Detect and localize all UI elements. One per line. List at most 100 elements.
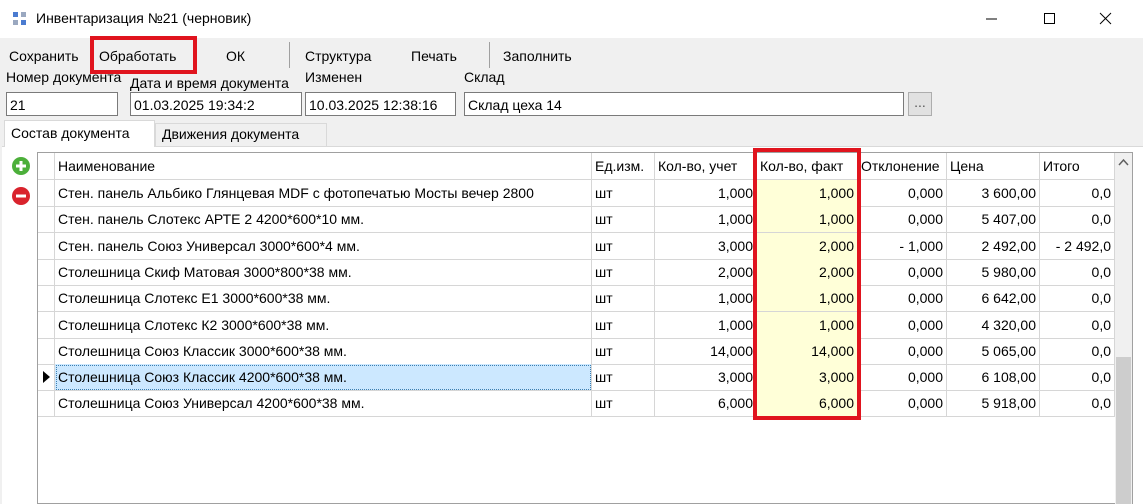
table-cell[interactable]: 1,000 bbox=[655, 206, 757, 234]
table-cell[interactable]: 2,000 bbox=[757, 258, 858, 286]
table-cell[interactable]: 5 407,00 bbox=[947, 206, 1040, 234]
table-cell[interactable]: 1,000 bbox=[757, 206, 858, 234]
text-input[interactable]: 21 bbox=[6, 92, 118, 116]
scrollbar[interactable] bbox=[1115, 153, 1132, 504]
row-header bbox=[38, 337, 55, 365]
table-cell[interactable]: 0,000 bbox=[858, 364, 947, 392]
table-cell[interactable]: 14,000 bbox=[757, 337, 858, 365]
field-label: Изменен bbox=[305, 69, 363, 85]
table-cell[interactable]: 1,000 bbox=[655, 311, 757, 339]
table-cell[interactable]: - 1,000 bbox=[858, 232, 947, 260]
item-name[interactable]: Стен. панель Слотекс АРТЕ 2 4200*600*10 … bbox=[55, 206, 592, 234]
text-input[interactable]: 01.03.2025 19:34:2 bbox=[130, 92, 302, 116]
scroll-up[interactable] bbox=[1115, 153, 1132, 173]
table-cell[interactable]: шт bbox=[592, 390, 655, 418]
browse-button[interactable]: ... bbox=[908, 92, 932, 116]
table-cell[interactable]: 5 918,00 bbox=[947, 390, 1040, 418]
separator bbox=[489, 42, 490, 68]
table-cell[interactable]: 3 600,00 bbox=[947, 180, 1040, 207]
table-cell[interactable]: 4 320,00 bbox=[947, 311, 1040, 339]
window-controls[interactable] bbox=[980, 8, 1130, 30]
table-cell[interactable]: 3,000 bbox=[655, 232, 757, 260]
table-cell[interactable]: 0,0 bbox=[1040, 285, 1115, 313]
table-cell[interactable]: шт bbox=[592, 337, 655, 365]
toolbar-button[interactable]: Заполнить bbox=[503, 48, 572, 64]
table-cell[interactable]: - 2 492,0 bbox=[1040, 232, 1115, 260]
table-cell[interactable]: 0,000 bbox=[858, 285, 947, 313]
column-header[interactable]: Кол-во, учет bbox=[655, 153, 757, 180]
table-cell[interactable]: 5 065,00 bbox=[947, 337, 1040, 365]
table-cell[interactable]: 6,000 bbox=[655, 390, 757, 418]
row-header bbox=[38, 180, 55, 207]
item-name[interactable]: Столешница Союз Универсал 4200*600*38 мм… bbox=[55, 390, 592, 418]
table-cell[interactable]: 1,000 bbox=[655, 285, 757, 313]
table-cell[interactable]: 0,0 bbox=[1040, 390, 1115, 418]
toolbar-button[interactable]: ОК bbox=[226, 48, 246, 64]
table-cell[interactable]: 0,0 bbox=[1040, 364, 1115, 392]
text-input[interactable]: 10.03.2025 12:38:16 bbox=[305, 92, 456, 116]
table-cell[interactable]: 1,000 bbox=[757, 285, 858, 313]
toolbar-button[interactable]: Обработать bbox=[99, 48, 177, 64]
table-cell[interactable]: шт bbox=[592, 311, 655, 339]
data-grid: Наименование Ед.изм. Кол-во, учет Кол-во, ф… bbox=[37, 148, 1133, 504]
table-cell[interactable]: 0,000 bbox=[858, 206, 947, 234]
app-icon bbox=[13, 12, 26, 25]
column-header[interactable]: Наименование bbox=[55, 153, 592, 180]
table-cell[interactable]: шт bbox=[592, 258, 655, 286]
tab[interactable]: Движения документа bbox=[155, 123, 327, 146]
column-header[interactable]: Итого bbox=[1040, 153, 1115, 180]
tab[interactable]: Состав документа bbox=[4, 120, 155, 147]
table-cell[interactable]: 1,000 bbox=[757, 311, 858, 339]
item-name[interactable]: Стен. панель Союз Универсал 3000*600*4 м… bbox=[55, 232, 592, 260]
table-cell[interactable]: 2 492,00 bbox=[947, 232, 1040, 260]
table-cell[interactable]: шт bbox=[592, 364, 655, 392]
toolbar-button[interactable]: Сохранить bbox=[9, 48, 79, 64]
table-cell[interactable]: 0,000 bbox=[858, 180, 947, 207]
table-cell[interactable]: 6,000 bbox=[757, 390, 858, 418]
row-header bbox=[38, 206, 55, 234]
table-cell[interactable]: 0,0 bbox=[1040, 311, 1115, 339]
item-name[interactable]: Столешница Союз Классик 3000*600*38 мм. bbox=[55, 337, 592, 365]
table-cell[interactable]: 1,000 bbox=[655, 180, 757, 207]
toolbar-button[interactable]: Печать bbox=[411, 48, 457, 64]
item-name[interactable]: Стен. панель Альбико Глянцевая MDF с фот… bbox=[55, 180, 592, 207]
table-cell[interactable]: 2,000 bbox=[655, 258, 757, 286]
table-cell[interactable]: шт bbox=[592, 232, 655, 260]
table-cell[interactable]: 2,000 bbox=[757, 232, 858, 260]
table-cell[interactable]: 6 108,00 bbox=[947, 364, 1040, 392]
column-header[interactable]: Цена bbox=[947, 153, 1040, 180]
table-cell[interactable]: 0,0 bbox=[1040, 180, 1115, 207]
table-cell[interactable]: 0,000 bbox=[858, 311, 947, 339]
toolbar-button[interactable]: Структура bbox=[305, 48, 372, 64]
table-cell[interactable]: 14,000 bbox=[655, 337, 757, 365]
table-cell[interactable]: 0,000 bbox=[858, 390, 947, 418]
table-cell[interactable]: шт bbox=[592, 180, 655, 207]
row-pointer bbox=[43, 371, 50, 384]
column-header[interactable]: Кол-во, факт bbox=[757, 153, 858, 180]
table-cell[interactable]: шт bbox=[592, 206, 655, 234]
item-name[interactable]: Столешница Союз Классик 4200*600*38 мм. bbox=[55, 364, 592, 392]
table-cell[interactable]: шт bbox=[592, 285, 655, 313]
text-input[interactable]: Склад цеха 14 bbox=[464, 92, 904, 116]
table-cell[interactable]: 0,0 bbox=[1040, 258, 1115, 286]
row-header bbox=[38, 258, 55, 286]
table-cell[interactable]: 0,000 bbox=[858, 258, 947, 286]
table-cell[interactable]: 3,000 bbox=[757, 364, 858, 392]
column-header[interactable]: Ед.изм. bbox=[592, 153, 655, 180]
table-cell[interactable]: 0,0 bbox=[1040, 206, 1115, 234]
item-name[interactable]: Столешница Скиф Матовая 3000*800*38 мм. bbox=[55, 258, 592, 286]
title-bar bbox=[0, 0, 1143, 38]
field-label: Склад bbox=[464, 69, 505, 85]
column-header[interactable]: Отклонение bbox=[858, 153, 947, 180]
table-cell[interactable]: 0,0 bbox=[1040, 337, 1115, 365]
row-header bbox=[38, 390, 55, 418]
item-name[interactable]: Столешница Слотекс К2 3000*600*38 мм. bbox=[55, 311, 592, 339]
scroll-thumb[interactable] bbox=[1116, 357, 1131, 504]
table-cell[interactable]: 1,000 bbox=[757, 180, 858, 207]
item-name[interactable]: Столешница Слотекс Е1 3000*600*38 мм. bbox=[55, 285, 592, 313]
table-cell[interactable]: 6 642,00 bbox=[947, 285, 1040, 313]
table-cell[interactable]: 3,000 bbox=[655, 364, 757, 392]
row-buttons[interactable] bbox=[11, 156, 33, 208]
table-cell[interactable]: 0,000 bbox=[858, 337, 947, 365]
table-cell[interactable]: 5 980,00 bbox=[947, 258, 1040, 286]
